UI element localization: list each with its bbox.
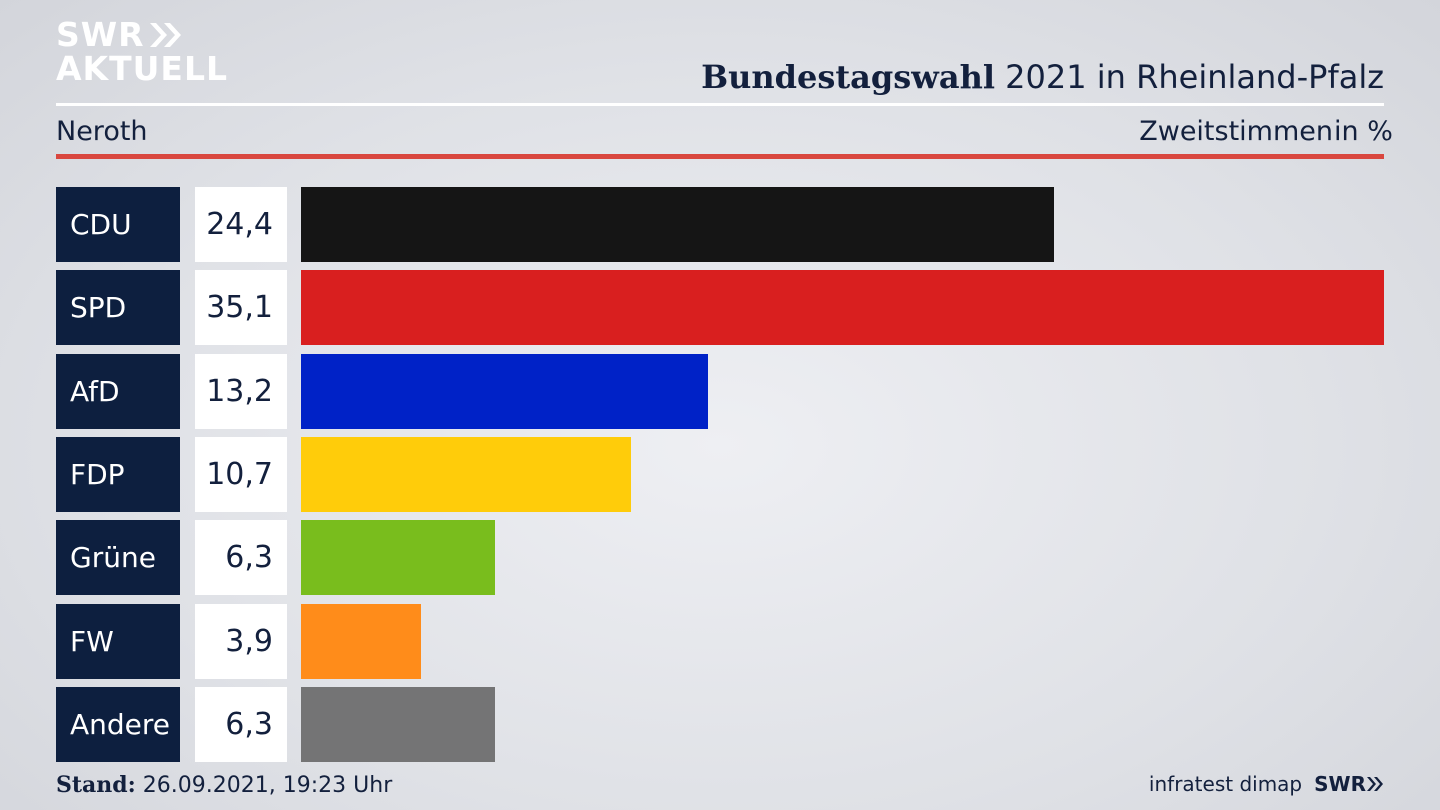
data-label: 35,1 <box>195 270 287 346</box>
bar <box>301 270 1384 346</box>
data-label: 6,3 <box>195 686 287 762</box>
source-text: infratest dimap <box>1148 772 1303 796</box>
title-bold: Bundestagswahl <box>701 58 995 96</box>
title-rest: 2021 in Rheinland-Pfalz <box>995 58 1384 96</box>
location-label: Neroth <box>56 116 148 147</box>
header-divider <box>56 103 1384 106</box>
category-label: AfD <box>56 353 180 429</box>
stand-label: Stand: <box>56 772 136 798</box>
logo-aktuell-text: AKTUELL <box>56 49 229 88</box>
category-label: FDP <box>56 436 180 512</box>
timestamp: Stand: 26.09.2021, 19:23 Uhr <box>56 772 392 798</box>
source-credit: infratest dimap SWR <box>1149 772 1384 796</box>
chart-title: Bundestagswahl 2021 in Rheinland-Pfalz <box>701 58 1384 96</box>
swr-aktuell-logo: SWR AKTUELL <box>56 18 228 85</box>
category-label: Andere <box>56 686 180 762</box>
bar <box>301 603 421 679</box>
metric-label: Zweitstimmen <box>1139 116 1333 147</box>
stand-value: 26.09.2021, 19:23 Uhr <box>135 773 393 798</box>
unit-label: in % <box>1334 116 1393 147</box>
category-label: CDU <box>56 187 180 262</box>
data-label: 3,9 <box>195 603 287 679</box>
data-label: 6,3 <box>195 520 287 596</box>
double-chevron-icon <box>1367 777 1383 791</box>
category-label: SPD <box>56 270 180 346</box>
footer-swr-text: SWR <box>1314 772 1366 796</box>
logo-swr-text: SWR <box>56 15 145 54</box>
category-label: Grüne <box>56 520 180 596</box>
category-label: FW <box>56 603 180 679</box>
bar <box>301 436 631 512</box>
double-chevron-icon <box>149 22 181 47</box>
bar <box>301 686 495 762</box>
data-label: 13,2 <box>195 353 287 429</box>
bar <box>301 353 708 429</box>
footer-swr-logo: SWR <box>1314 772 1384 796</box>
data-label: 10,7 <box>195 436 287 512</box>
accent-divider <box>56 154 1384 159</box>
bar <box>301 520 495 596</box>
bar <box>301 187 1054 262</box>
data-label: 24,4 <box>195 187 287 262</box>
